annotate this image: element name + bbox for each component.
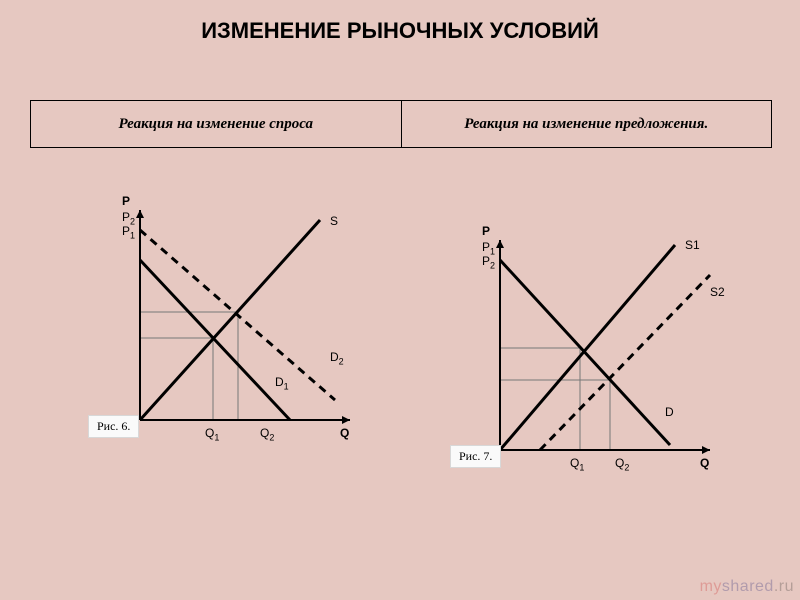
page-title: ИЗМЕНЕНИЕ РЫНОЧНЫХ УСЛОВИЙ: [0, 18, 800, 44]
figure-caption-6: Рис. 6.: [88, 415, 139, 438]
watermark: myshared.ru: [700, 578, 794, 596]
curve-label-S1-right: S1: [685, 238, 700, 252]
curve-label-D-right: D: [665, 405, 674, 419]
curve-label-D1-left: D1: [275, 375, 289, 391]
header-row: Реакция на изменение спроса Реакция на и…: [30, 100, 772, 148]
x-tick-Q1-right: Q1: [570, 456, 584, 472]
figure-caption-7: Рис. 7.: [450, 445, 501, 468]
x-tick-Q1-left: Q1: [205, 426, 219, 442]
y-axis-label-P2-right: P2: [482, 254, 495, 270]
x-axis-label-Q-right: Q: [700, 456, 709, 470]
header-left: Реакция на изменение спроса: [31, 101, 402, 147]
y-axis-label-P-left: P: [122, 194, 130, 208]
x-tick-Q2-left: Q2: [260, 426, 274, 442]
header-right: Реакция на изменение предложения.: [402, 101, 772, 147]
y-axis-label-P1-left: P1: [122, 224, 135, 240]
x-axis-label-Q-left: Q: [340, 426, 349, 440]
y-axis-label-P-right: P: [482, 224, 490, 238]
x-tick-Q2-right: Q2: [615, 456, 629, 472]
curve-label-S2-right: S2: [710, 285, 725, 299]
curve-label-S-left: S: [330, 214, 338, 228]
curve-label-D2-left: D2: [330, 350, 344, 366]
